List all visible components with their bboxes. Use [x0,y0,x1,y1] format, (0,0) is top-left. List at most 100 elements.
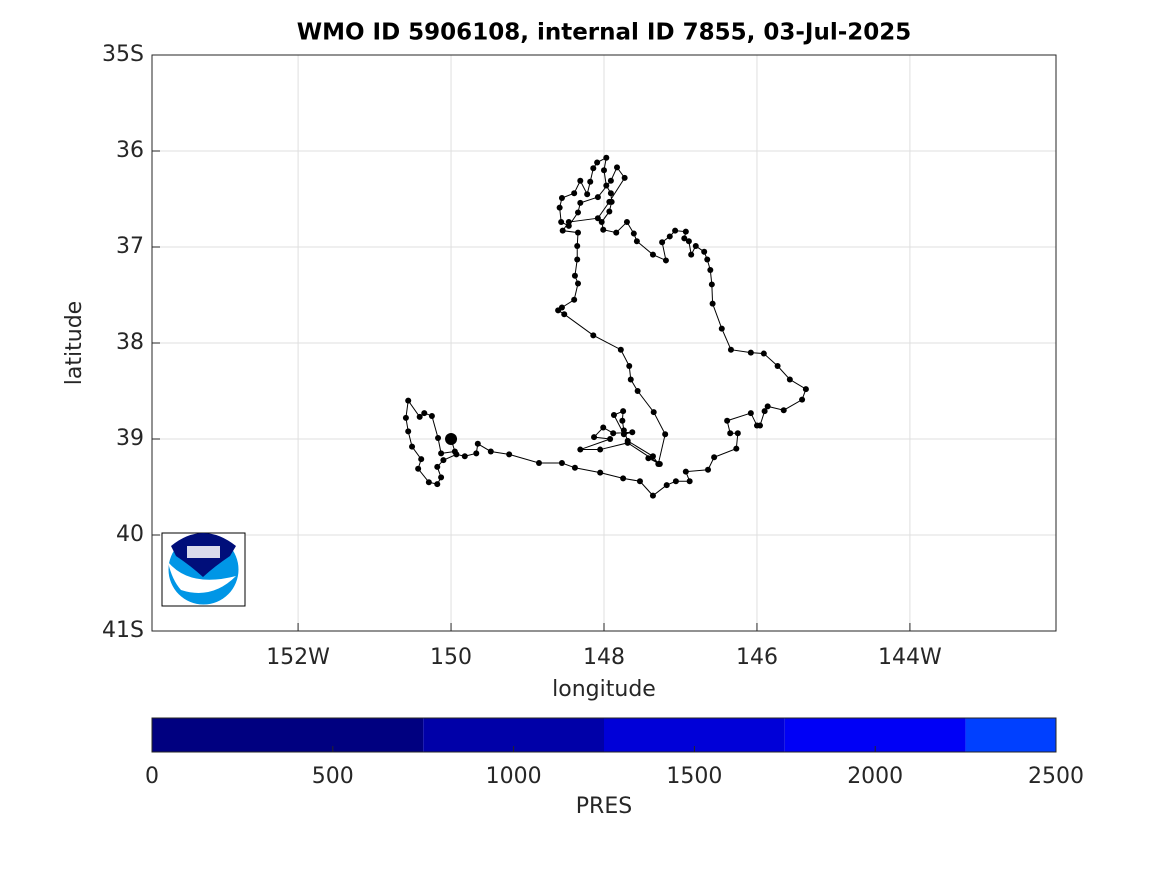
point [461,453,468,460]
point [577,446,584,453]
point [727,430,734,437]
x-tick-label: 152W [266,645,330,670]
point [672,478,679,485]
point [620,408,627,415]
point [607,436,614,442]
point [597,446,604,453]
point [571,464,578,471]
point [594,194,601,201]
point [760,350,767,357]
point [558,460,565,466]
point [600,424,607,431]
point [565,219,572,226]
point [571,272,578,279]
point [453,451,460,458]
point [610,430,617,437]
point [624,439,631,446]
point [747,410,754,417]
x-tick-label: 146 [736,645,778,670]
point [584,191,591,198]
colorbar-tick-label: 2500 [1028,764,1084,789]
point [649,492,656,499]
noaa-logo [161,532,246,607]
y-tick-label: 36 [116,138,144,163]
point [614,164,621,171]
start-marker [445,433,458,445]
point [421,410,428,417]
point [594,215,601,222]
point [590,165,597,172]
point [606,198,613,205]
point [620,475,627,482]
point [626,363,633,370]
y-tick-label: 39 [116,426,144,451]
point [405,428,412,435]
colorbar-tick-label: 2000 [847,764,903,789]
point [705,466,712,473]
point [487,448,494,455]
logo-gull [168,562,236,593]
point [590,332,597,339]
point [682,228,689,235]
point [685,238,692,245]
point [672,227,679,234]
point [733,445,740,452]
point [627,376,634,383]
point [707,267,714,274]
point [692,243,699,250]
point [434,463,441,470]
point [601,167,607,174]
y-tick-label: 35S [102,42,144,67]
point [629,429,636,436]
point [613,229,620,236]
point [734,430,741,437]
colorbar-tick-label: 1500 [666,764,722,789]
point [799,396,806,403]
point [630,230,637,237]
point [474,440,481,447]
point [535,460,542,466]
colorbar-segment [965,718,1056,752]
point [598,219,605,226]
point [556,204,563,211]
point [747,349,754,356]
point [440,457,447,464]
colorbar-label: PRES [576,794,632,819]
point [571,296,578,303]
point [415,465,422,472]
point [409,443,416,450]
point [610,412,617,418]
y-tick-label: 41S [102,618,144,643]
point [757,422,764,429]
logo-wordmark [187,546,220,558]
y-tick-label: 38 [116,330,144,355]
point [435,435,442,442]
point [780,407,787,414]
axes-box [151,54,1057,632]
point [708,281,715,288]
point [555,307,562,314]
point [650,409,657,416]
point [633,238,640,245]
point [561,311,568,318]
point [621,174,628,181]
point [704,256,711,263]
point [574,209,581,216]
point [663,482,670,489]
point [558,219,565,226]
colorbar-segment [152,718,424,752]
point [617,346,624,353]
point [574,256,581,263]
point [645,455,652,462]
point [649,251,656,258]
point [634,388,641,394]
point [681,235,688,242]
point [428,412,435,419]
y-tick-label: 37 [116,234,144,259]
point [619,417,626,424]
point [659,239,666,246]
point [418,456,425,463]
point [600,226,607,233]
point [686,478,693,485]
